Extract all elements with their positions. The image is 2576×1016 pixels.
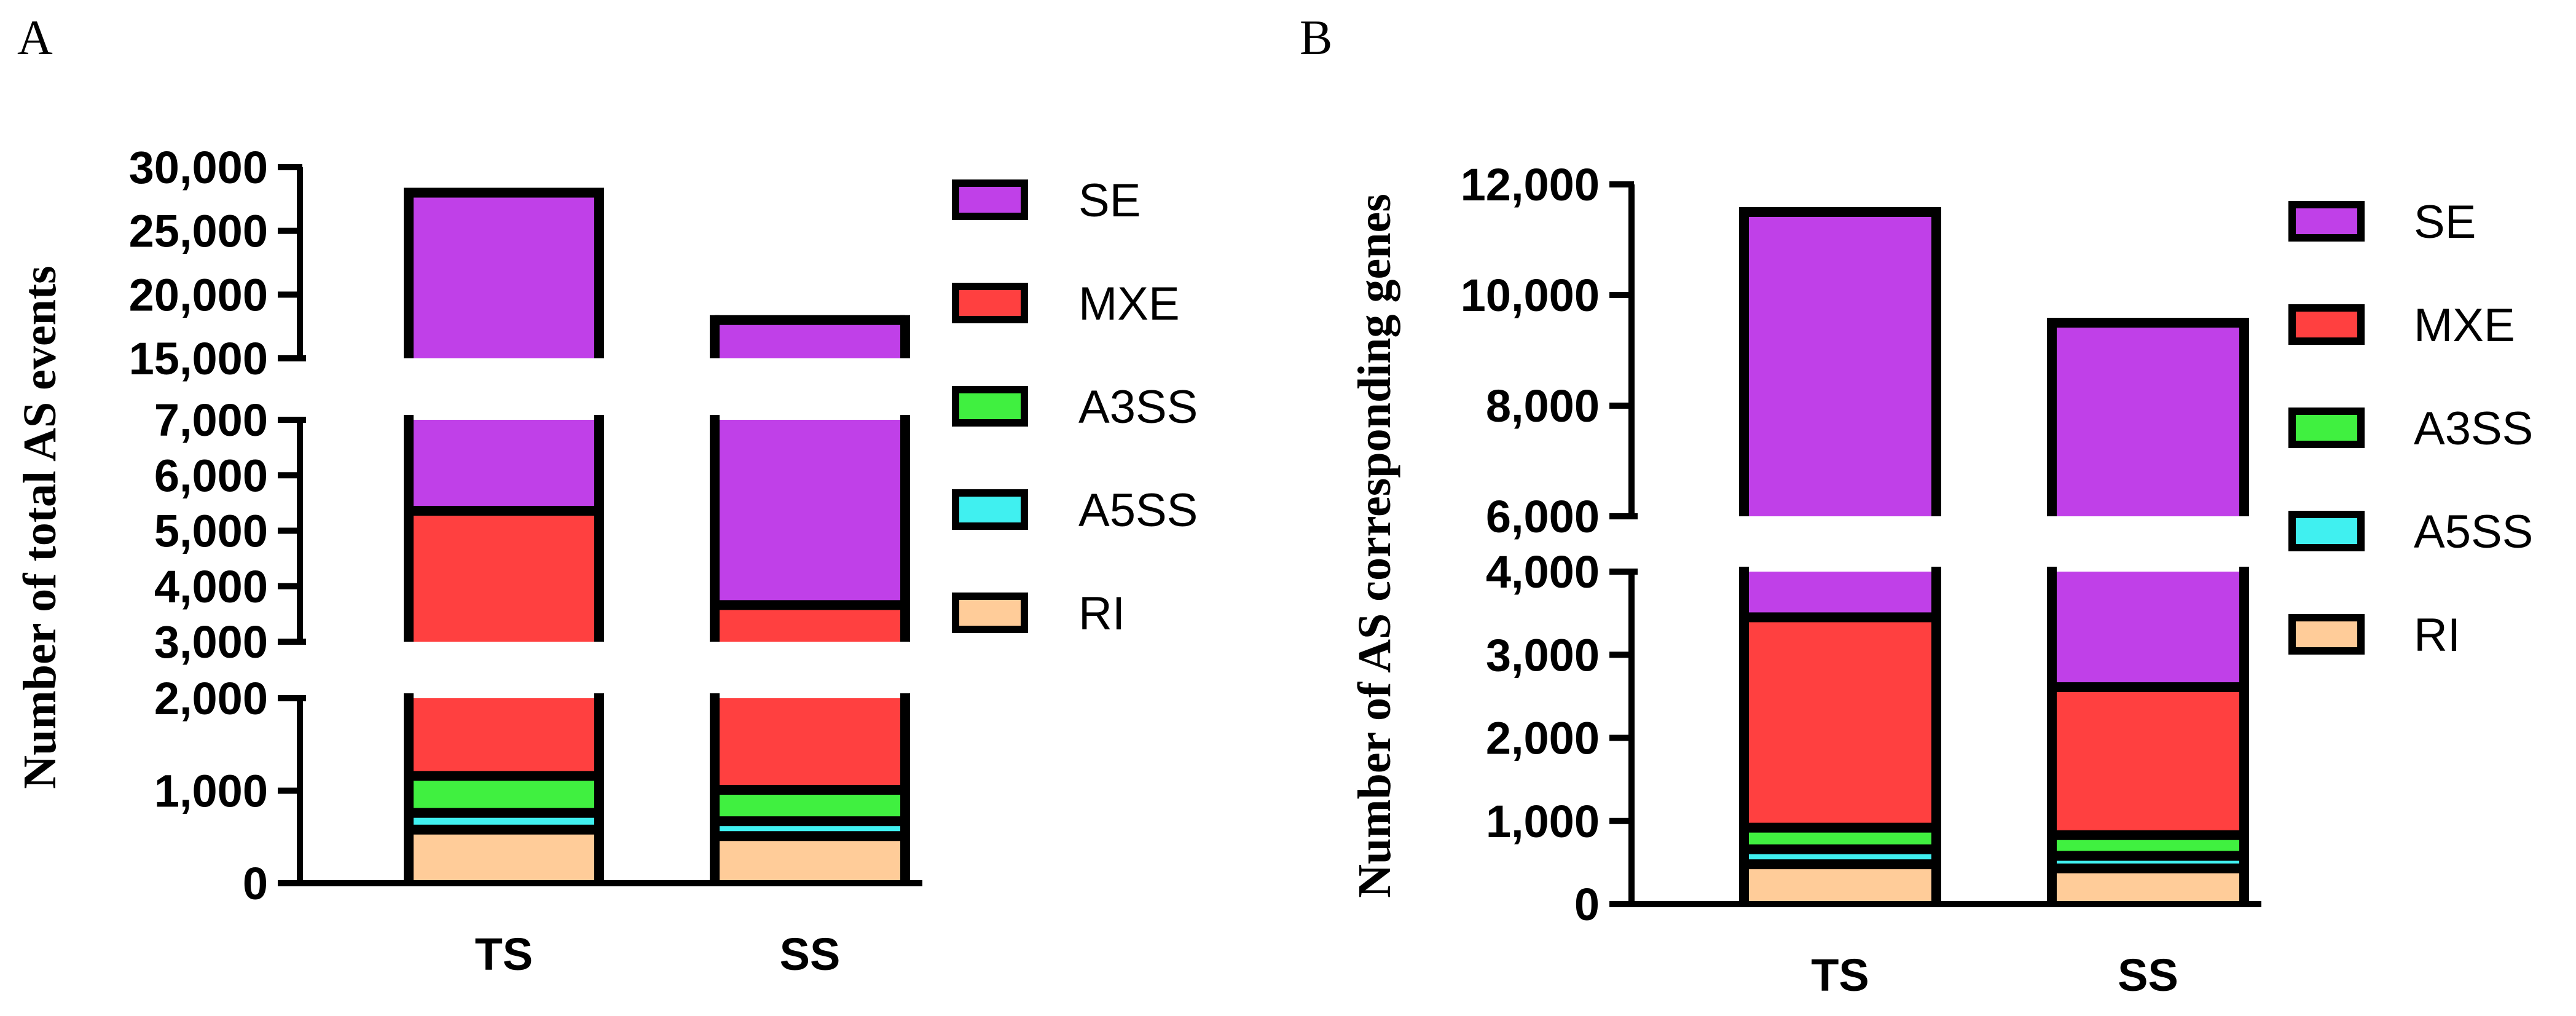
legend-swatch-a5ss <box>952 489 1028 530</box>
bar-ts-se-part0 <box>1744 572 1936 618</box>
bar-ss-se-part1 <box>2052 323 2244 516</box>
bar-ts-se-part2 <box>409 192 599 358</box>
legend-swatch-se <box>2288 201 2365 242</box>
legend-label-a3ss: A3SS <box>1078 381 1198 433</box>
legend-label-a3ss: A3SS <box>2414 403 2533 455</box>
legend-swatch-a3ss <box>952 386 1028 427</box>
y-tick-label-4000: 4,000 <box>1486 546 1600 597</box>
legend-label-se: SE <box>2414 196 2476 248</box>
chart-panel-b: Number of AS corresponding genes TS SS 0 1,0… <box>1349 159 2533 1001</box>
bar-ss-mxe-part1 <box>715 605 905 642</box>
x-tick-label-ss: SS <box>780 929 841 980</box>
legend-swatch-ri <box>952 593 1028 633</box>
legend-swatch-a3ss <box>2288 408 2365 448</box>
bar-ts-se-part1 <box>1744 212 1936 516</box>
legend-swatch-se <box>952 179 1028 220</box>
bar-ss-se-part1 <box>715 420 905 605</box>
legend-swatch-mxe <box>952 283 1028 323</box>
y-tick-label-3000: 3,000 <box>1486 629 1600 680</box>
y-tick-label-0: 0 <box>1574 879 1600 930</box>
bar-ts-mxe-part0 <box>409 698 599 776</box>
y-tick-label-1000: 1,000 <box>1486 796 1600 847</box>
y-tick-label-7000: 7,000 <box>154 395 268 446</box>
bar-ss-se-part2 <box>715 320 905 358</box>
y-tick-label-1000: 1,000 <box>154 766 268 817</box>
panel-label-b: B <box>1300 11 1332 65</box>
bar-ts-mxe-part0 <box>1744 617 1936 828</box>
x-tick-label-ts: TS <box>1811 950 1869 1001</box>
legend-label-mxe: MXE <box>1078 278 1180 330</box>
y-tick-label-30000: 30,000 <box>129 142 268 193</box>
panel-label-a: A <box>17 11 53 65</box>
bar-ss-se-part0 <box>2052 572 2244 687</box>
legend-label-a5ss: A5SS <box>2414 506 2533 558</box>
x-tick-label-ss: SS <box>2118 950 2178 1001</box>
y-tick-label-25000: 25,000 <box>129 206 268 257</box>
legend-label-mxe: MXE <box>2414 299 2515 352</box>
y-tick-label-15000: 15,000 <box>129 333 268 384</box>
bar-ss-mxe-part0 <box>2052 687 2244 835</box>
legend-label-a5ss: A5SS <box>1078 484 1198 537</box>
bar-ss-ri-part0 <box>2052 868 2244 904</box>
y-tick-label-3000: 3,000 <box>154 616 268 667</box>
y-tick-label-2000: 2,000 <box>154 673 268 724</box>
y-tick-label-0: 0 <box>243 858 268 909</box>
bar-ts-mxe-part1 <box>409 511 599 642</box>
legend-label-se: SE <box>1078 175 1141 227</box>
y-tick-label-12000: 12,000 <box>1461 159 1600 210</box>
y-axis-label: Number of AS corresponding genes <box>1349 194 1400 898</box>
bar-ts-ri-part0 <box>409 829 599 883</box>
bar-ts-se-part1 <box>409 420 599 511</box>
y-tick-label-6000: 6,000 <box>1486 491 1600 542</box>
y-tick-label-5000: 5,000 <box>154 506 268 557</box>
bar-ts-a3ss-part0 <box>409 776 599 813</box>
legend-label-ri: RI <box>1078 588 1125 640</box>
y-tick-label-2000: 2,000 <box>1486 713 1600 764</box>
chart-panel-a: Number of total AS events TS SS 0 1,000 2,000… <box>14 142 1198 980</box>
legend-label-ri: RI <box>2414 609 2460 661</box>
y-tick-label-4000: 4,000 <box>154 561 268 612</box>
y-tick-label-20000: 20,000 <box>129 269 268 320</box>
legend-swatch-mxe <box>2288 304 2365 345</box>
bar-ss-a3ss-part0 <box>715 789 905 822</box>
legend-swatch-ri <box>2288 614 2365 655</box>
legend-swatch-a5ss <box>2288 511 2365 551</box>
bar-ss-mxe-part0 <box>715 698 905 790</box>
y-tick-label-6000: 6,000 <box>154 450 268 501</box>
y-tick-label-10000: 10,000 <box>1461 270 1600 321</box>
x-tick-label-ts: TS <box>475 929 533 980</box>
bar-ts-ri-part0 <box>1744 864 1936 904</box>
y-axis-label: Number of total AS events <box>14 266 66 789</box>
y-tick-label-8000: 8,000 <box>1486 380 1600 431</box>
bar-ss-ri-part0 <box>715 836 905 883</box>
